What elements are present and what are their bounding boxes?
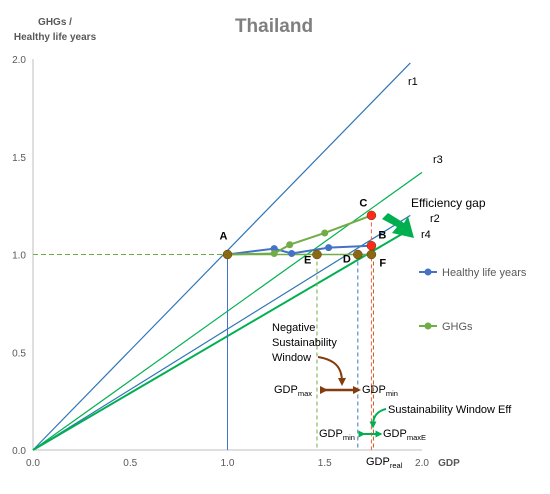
negative-window-label-line2: Sustainability: [272, 337, 337, 349]
x-tick-label-3: 1.5: [318, 458, 332, 469]
series-0-point-2: [288, 250, 296, 258]
x-tick-label-4: 2.0: [415, 458, 429, 469]
series-0-point-1: [270, 245, 278, 253]
labeled-points: A B C D E F: [220, 197, 387, 269]
legend-label-ghgs: GHGs: [442, 321, 473, 333]
point-label-C: C: [359, 197, 367, 209]
point-B: [366, 240, 377, 251]
ray-label-r1: r1: [408, 76, 418, 88]
negative-window-label-line3: Window: [272, 352, 311, 364]
efficiency-gap-label: Efficiency gap: [411, 196, 486, 210]
x-axis-label: GDP: [438, 458, 460, 469]
legend-label-healthy-life-years: Healthy life years: [442, 267, 527, 279]
gdp-real-label: GDPreal: [366, 456, 403, 470]
series-1-point-1: [270, 250, 278, 258]
sustainability-window-pointer: [369, 408, 387, 429]
rays: r1 r3 r2 r4: [32, 62, 443, 451]
gdp-min-label-upper: GDPmin: [362, 384, 398, 398]
point-D: [353, 249, 363, 260]
y-tick-label-1: 0.5: [12, 348, 26, 359]
guide-lines: [33, 215, 374, 450]
sustainability-window-eff-label: Sustainability Window Eff: [388, 404, 512, 416]
y-axis-label-line2: Healthy life years: [14, 32, 97, 43]
ray-label-r2: r2: [430, 213, 440, 225]
legend: Healthy life years GHGs: [419, 267, 527, 333]
series-1-point-3: [321, 229, 329, 237]
x-tick-label-1: 0.5: [123, 458, 137, 469]
efficiency-gap-arrow: [382, 213, 414, 238]
ray-label-r4: r4: [421, 229, 431, 241]
y-axis-label-line1: GHGs /: [38, 17, 72, 28]
legend-marker-healthy-life-years: [424, 268, 432, 276]
series-line-1: [227, 214, 372, 256]
y-tick-label-0: 0.0: [12, 446, 26, 457]
point-label-B: B: [378, 230, 386, 242]
legend-marker-ghgs: [424, 322, 432, 330]
y-tick-label-3: 1.5: [12, 153, 26, 164]
point-E: [312, 249, 322, 260]
gdp-min-label-lower: GDPmin: [319, 428, 355, 442]
series-0-point-3: [325, 244, 333, 252]
series-lines: [227, 214, 372, 258]
point-label-D: D: [343, 254, 351, 266]
x-tick-label-0: 0.0: [26, 458, 40, 469]
point-label-F: F: [379, 258, 386, 270]
ray-line-r1: [32, 62, 411, 451]
ray-line-r2: [32, 214, 411, 451]
point-F: [366, 249, 377, 260]
point-label-E: E: [304, 255, 311, 267]
point-A: [222, 249, 233, 260]
ray-label-r3: r3: [433, 154, 443, 166]
y-tick-label-4: 2.0: [12, 55, 26, 66]
gdp-maxE-label: GDPmaxE: [383, 428, 426, 442]
negative-window-label-line1: Negative: [272, 322, 315, 334]
negative-window-pointer: [317, 356, 346, 386]
chart-title: Thailand: [235, 16, 313, 37]
point-label-A: A: [220, 231, 228, 243]
y-tick-label-2: 1.0: [12, 251, 26, 262]
gdp-max-label: GDPmax: [274, 384, 312, 398]
series-1-point-2: [286, 241, 294, 249]
axis-ticks: 0.0 0.5 1.0 1.5 2.0 0.0 0.5 1.0 1.5 2.0: [12, 55, 429, 469]
ray-line-r4: [32, 228, 411, 451]
x-tick-label-2: 1.0: [221, 458, 235, 469]
point-C: [366, 210, 377, 221]
